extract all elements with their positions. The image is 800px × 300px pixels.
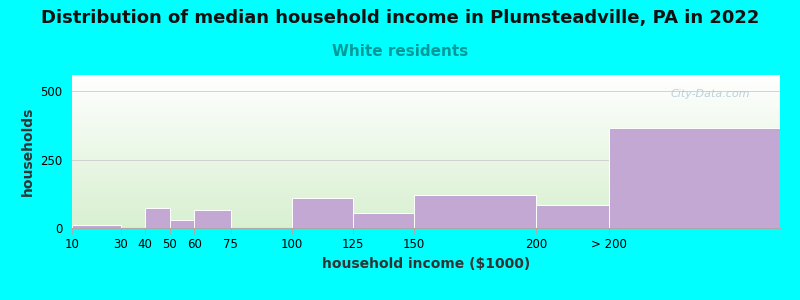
Bar	[170, 220, 194, 228]
Bar	[609, 128, 780, 228]
Y-axis label: households: households	[21, 107, 34, 196]
Bar	[292, 198, 353, 228]
Bar	[414, 195, 536, 228]
Text: Distribution of median household income in Plumsteadville, PA in 2022: Distribution of median household income …	[41, 9, 759, 27]
X-axis label: household income ($1000): household income ($1000)	[322, 257, 530, 271]
Bar	[72, 225, 121, 228]
Bar	[536, 205, 609, 228]
Text: City-Data.com: City-Data.com	[670, 89, 750, 99]
Bar	[194, 210, 230, 228]
Text: White residents: White residents	[332, 44, 468, 59]
Bar	[146, 208, 170, 228]
Bar	[353, 213, 414, 228]
